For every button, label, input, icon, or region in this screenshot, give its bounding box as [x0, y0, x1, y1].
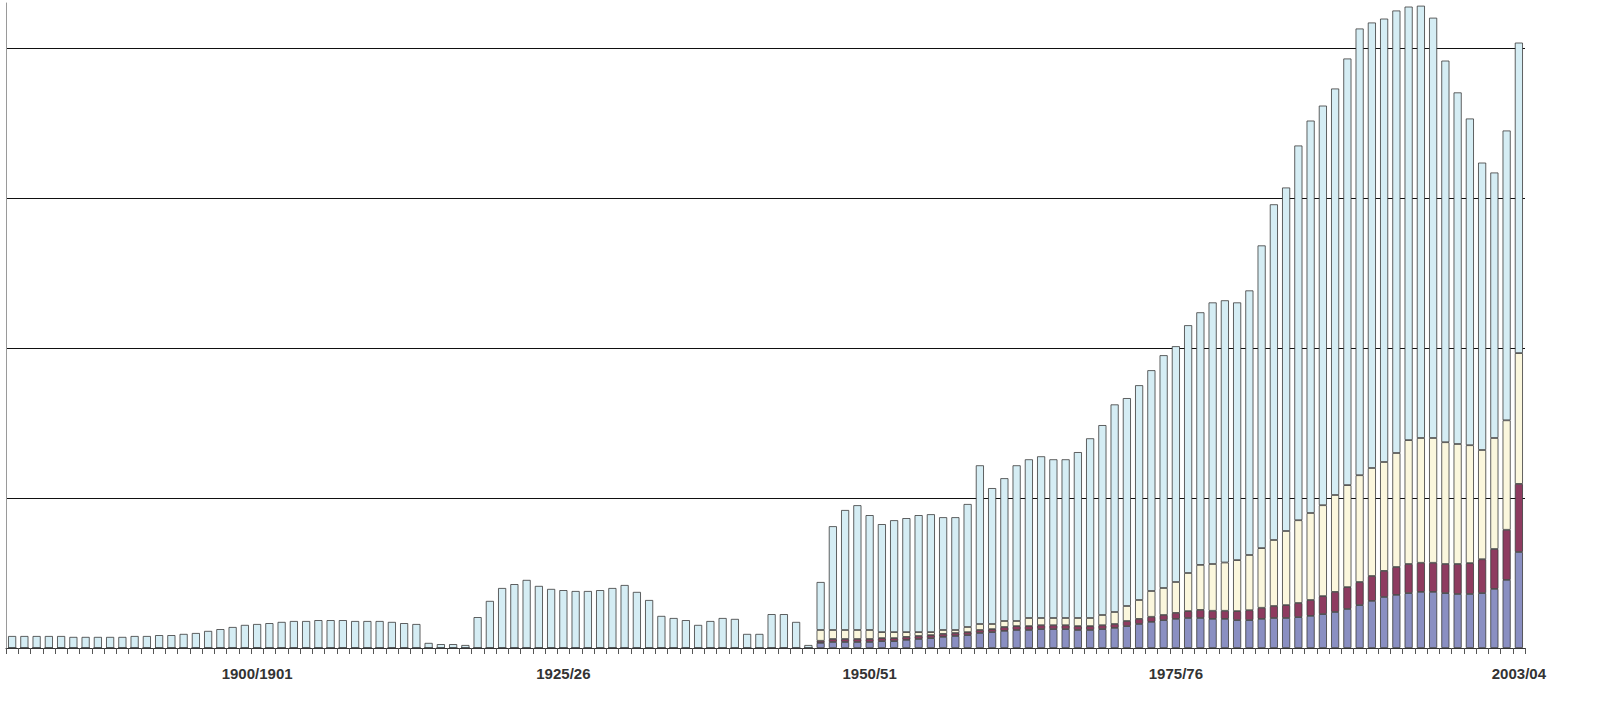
svg-text:2003/04: 2003/04 [1492, 665, 1547, 682]
svg-text:1975/76: 1975/76 [1149, 665, 1203, 682]
svg-text:1925/26: 1925/26 [536, 665, 590, 682]
svg-text:1950/51: 1950/51 [843, 665, 897, 682]
svg-text:1900/1901: 1900/1901 [222, 665, 293, 682]
